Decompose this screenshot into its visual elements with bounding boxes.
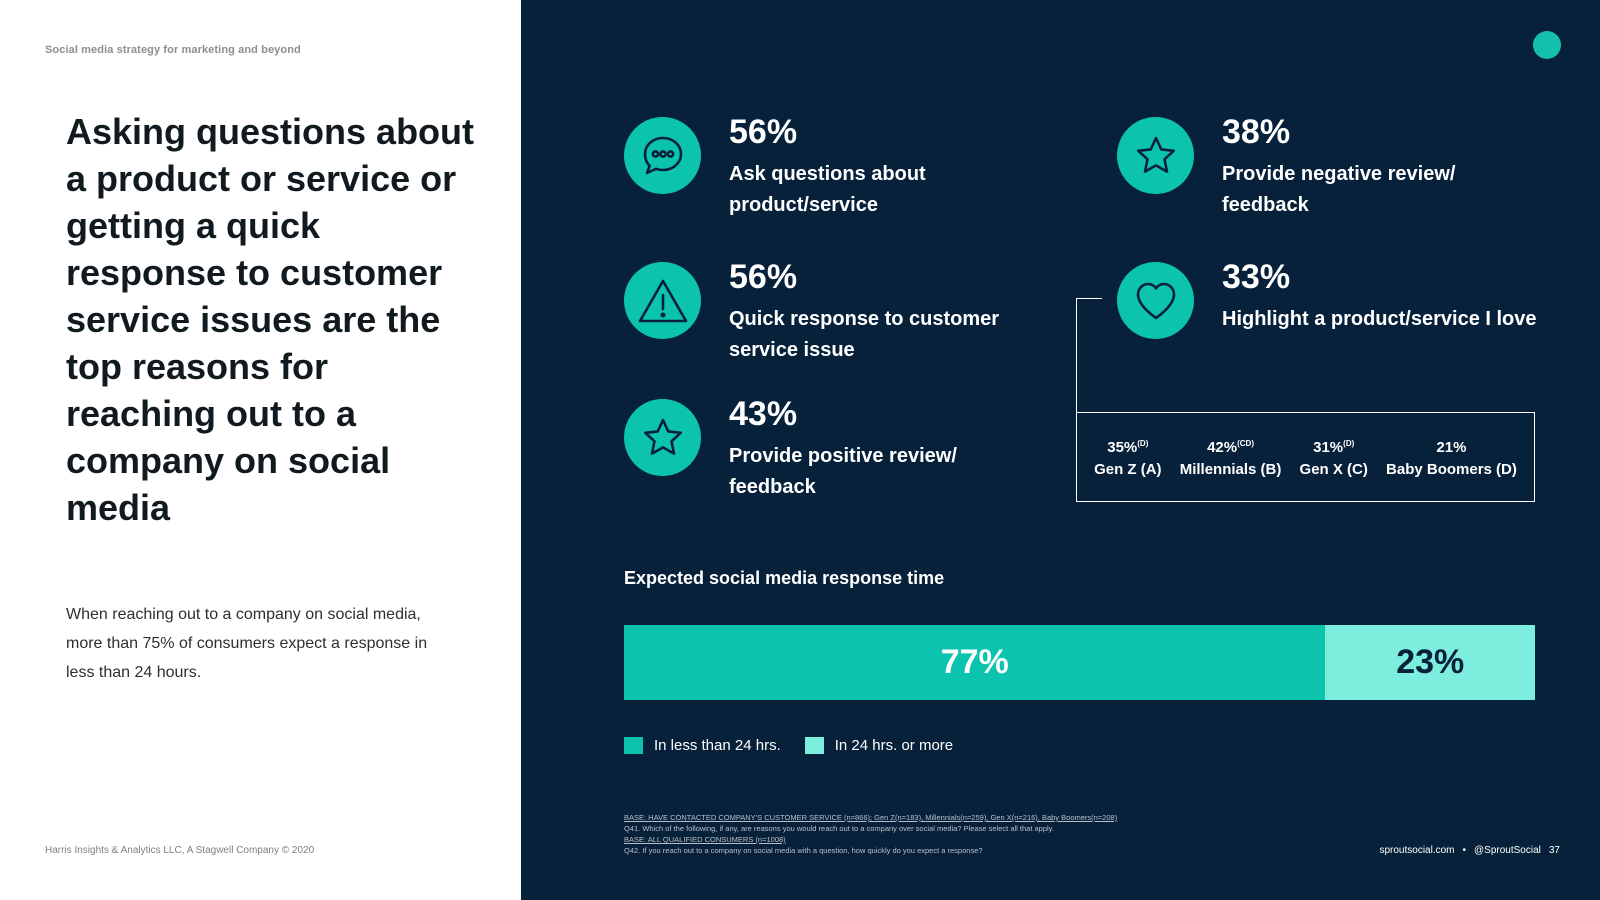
- generation-value: 35%: [1107, 439, 1138, 456]
- generation-name: Gen X (C): [1299, 461, 1368, 478]
- chat-bubble-icon: [624, 117, 701, 194]
- bar-segment-over-24h: 23%: [1325, 625, 1535, 700]
- warning-icon: [624, 262, 701, 339]
- generation-item: 42%(CD) Millennials (B): [1180, 433, 1282, 481]
- response-time-bar: 77% 23%: [624, 625, 1535, 700]
- footnotes: BASE: HAVE CONTACTED COMPANY'S CUSTOMER …: [624, 812, 1244, 856]
- bar-chart-title: Expected social media response time: [624, 568, 945, 588]
- heart-icon: [1117, 262, 1194, 339]
- legend-swatch: [624, 737, 643, 754]
- footnote-question: Q42. If you reach out to a company on so…: [624, 846, 983, 855]
- left-panel: Social media strategy for marketing and …: [0, 0, 521, 900]
- generation-sig: (D): [1343, 439, 1355, 448]
- stat-percent: 38%: [1222, 113, 1291, 151]
- generation-value: 42%: [1207, 439, 1238, 456]
- footnote-question: Q41. Which of the following, if any, are…: [624, 824, 1054, 833]
- connector-line: [1076, 298, 1102, 413]
- bar-data-label: 23%: [1396, 643, 1465, 681]
- stat-label: Provide positive review/ feedback: [729, 445, 957, 498]
- generation-name: Baby Boomers (D): [1386, 461, 1517, 478]
- stat-label: Highlight a product/service I love: [1222, 308, 1537, 330]
- footer-separator: •: [1462, 845, 1467, 856]
- corner-dot: [1533, 31, 1561, 59]
- footer-handle: @SproutSocial: [1474, 845, 1541, 856]
- generation-item: 31%(D) Gen X (C): [1300, 433, 1368, 481]
- generation-value: 31%: [1313, 439, 1344, 456]
- header-label: Social media strategy for marketing and …: [45, 44, 301, 56]
- right-panel: [521, 0, 1600, 900]
- stat-percent: 43%: [729, 395, 798, 433]
- stat-percent: 33%: [1222, 258, 1291, 296]
- bar-data-label: 77%: [940, 643, 1009, 681]
- generation-value: 21%: [1436, 439, 1467, 456]
- generation-sig: (CD): [1237, 439, 1254, 448]
- star-icon: [624, 399, 701, 476]
- stat-label: Provide negative review/ feedback: [1222, 163, 1456, 216]
- bar-segment-under-24h: 77%: [624, 625, 1326, 700]
- generation-name: Gen Z (A): [1094, 461, 1162, 478]
- legend-swatch: [804, 737, 824, 754]
- generation-sig: (D): [1137, 439, 1149, 448]
- stat-label: Ask questions about product/service: [729, 163, 926, 216]
- page-number: 37: [1548, 845, 1560, 856]
- footer-site: sproutsocial.com: [1379, 845, 1455, 856]
- footer-right: sproutsocial.com • @SproutSocial 37: [1371, 845, 1560, 856]
- generation-item: 21% Baby Boomers (D): [1386, 433, 1517, 481]
- footnote-base: BASE: HAVE CONTACTED COMPANY'S CUSTOMER …: [624, 813, 1118, 822]
- legend-label: In less than 24 hrs.: [654, 737, 781, 754]
- generation-name: Millennials (B): [1179, 461, 1282, 478]
- footnote-base: BASE: ALL QUALIFIED CONSUMERS (n=1008): [624, 835, 786, 844]
- headline: Asking questions about a product or serv…: [66, 111, 475, 528]
- legend-label: In 24 hrs. or more: [834, 737, 954, 754]
- legend-item: In 24 hrs. or more: [804, 737, 954, 754]
- footer-credit: Harris Insights & Analytics LLC, A Stagw…: [45, 845, 315, 856]
- stat-label: Quick response to customer service issue: [729, 308, 1000, 361]
- generation-item: 35%(D) Gen Z (A): [1094, 433, 1162, 481]
- star-icon: [1117, 117, 1194, 194]
- legend-item: In less than 24 hrs.: [624, 737, 781, 754]
- stat-percent: 56%: [729, 258, 798, 296]
- subtext: When reaching out to a company on social…: [66, 606, 428, 681]
- stat-percent: 56%: [729, 113, 798, 151]
- chart-legend: In less than 24 hrs. In 24 hrs. or more: [624, 737, 977, 754]
- generation-breakdown: 35%(D) Gen Z (A) 42%(CD) Millennials (B)…: [1076, 412, 1535, 502]
